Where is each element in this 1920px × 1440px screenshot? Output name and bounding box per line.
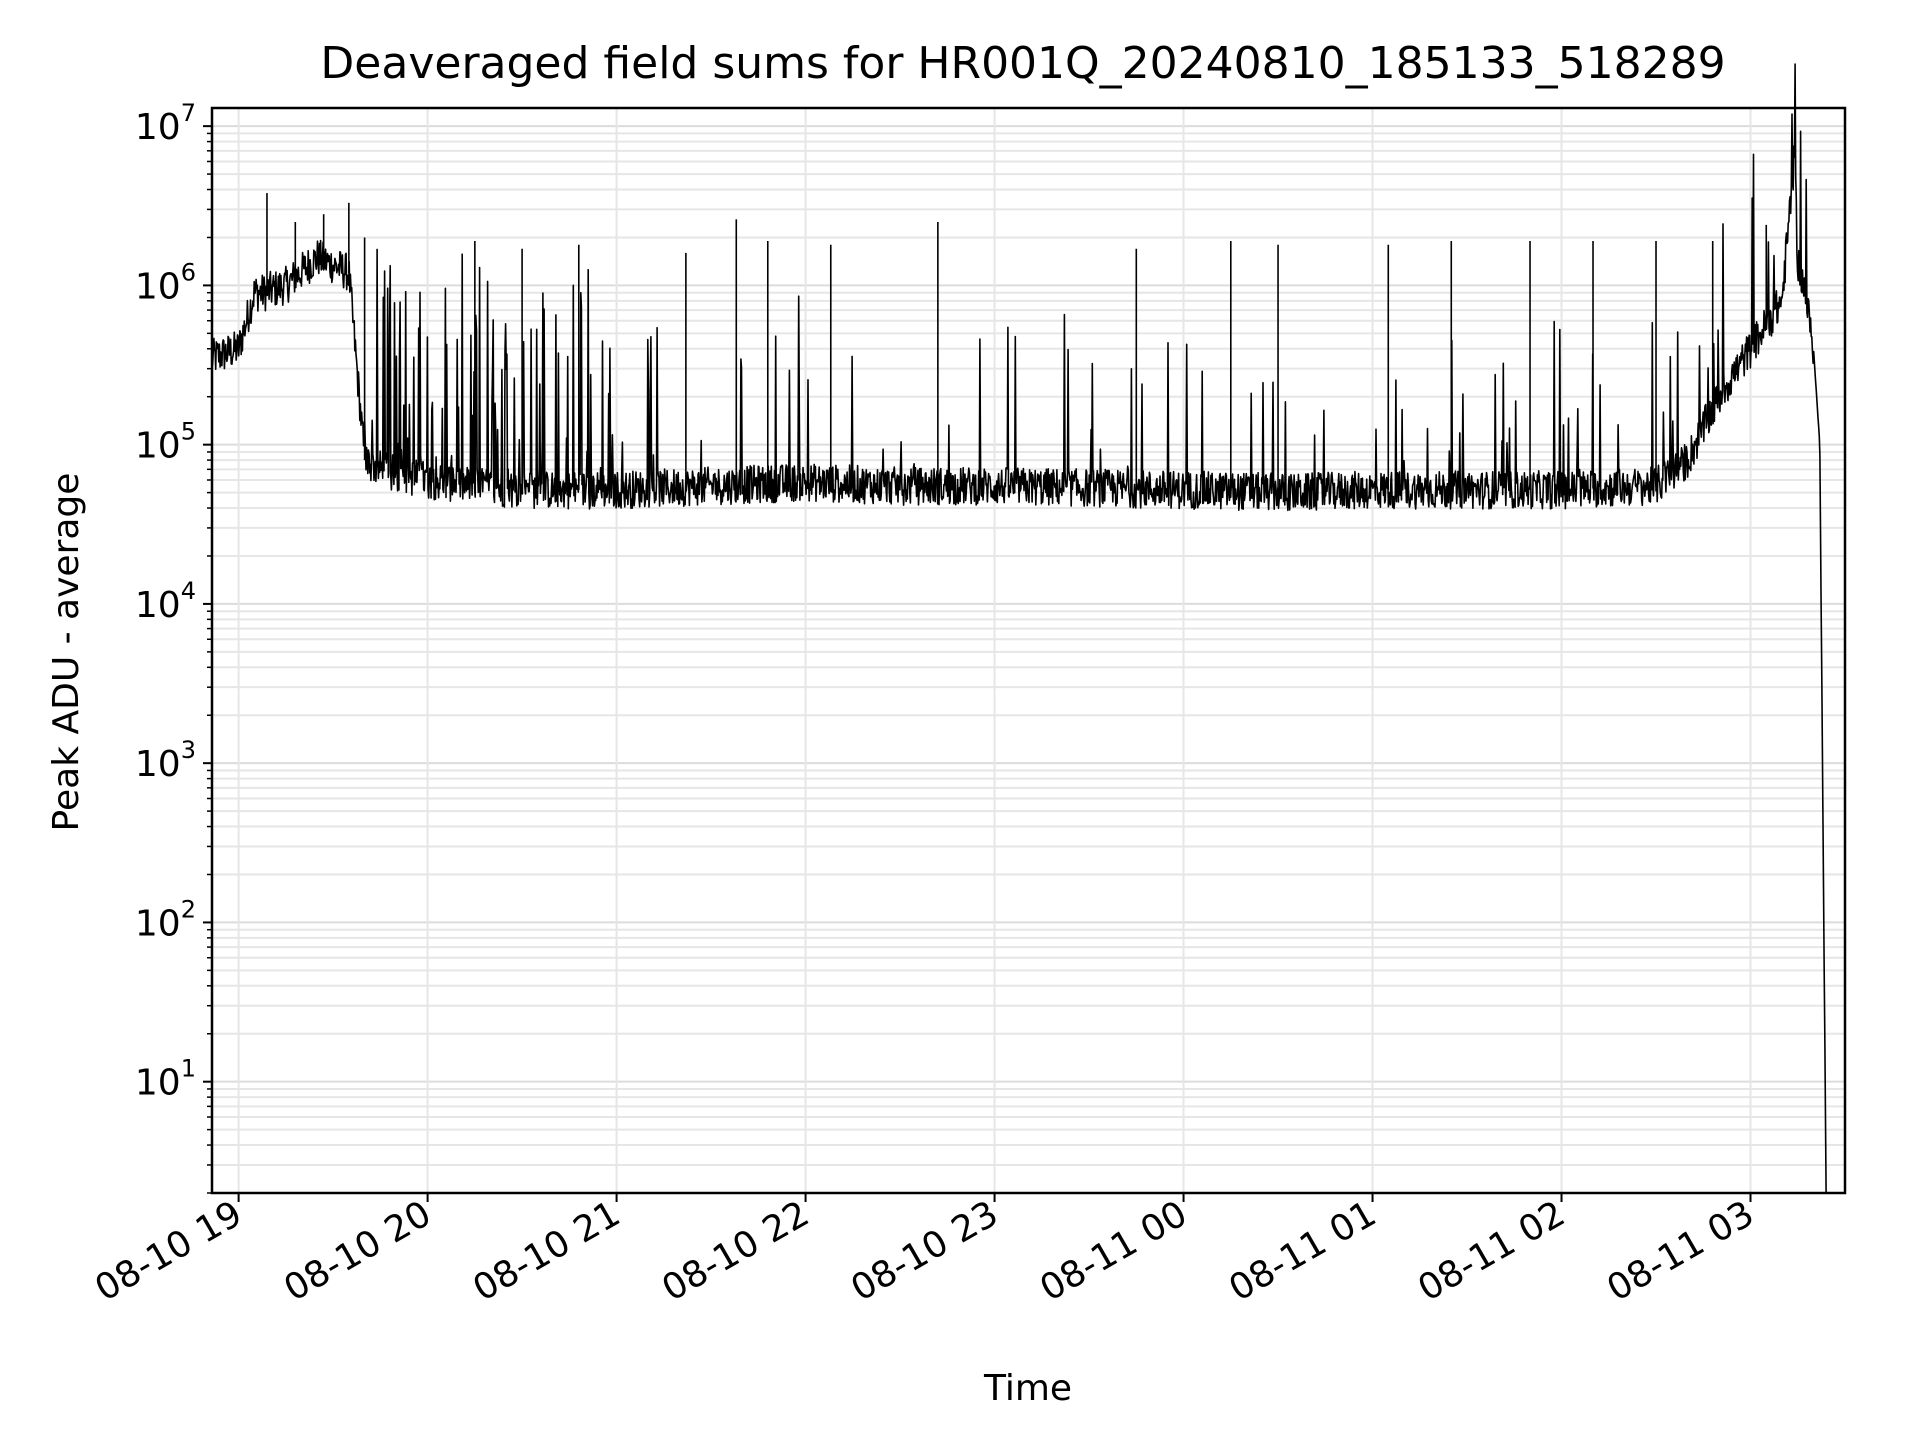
y-tick-label: 106	[135, 258, 196, 307]
y-tick-label: 103	[135, 736, 196, 785]
plot-frame	[210, 106, 1847, 1195]
y-tick-label: 104	[135, 577, 196, 626]
x-tick-label: 08-10 23	[844, 1193, 1005, 1309]
data-series	[211, 63, 1827, 1194]
x-axis-label: Time	[983, 1368, 1072, 1409]
x-tick-label: 08-11 03	[1600, 1193, 1761, 1309]
x-tick-label: 08-11 02	[1411, 1193, 1572, 1309]
series-line	[211, 63, 1827, 1194]
x-tick-label: 08-11 00	[1033, 1193, 1194, 1309]
y-tick-label: 105	[135, 418, 196, 467]
x-tick-label: 08-10 19	[88, 1193, 249, 1309]
x-tick-label: 08-10 21	[466, 1193, 627, 1309]
y-tick-label: 101	[135, 1055, 196, 1104]
chart-title: Deaveraged field sums for HR001Q_2024081…	[320, 38, 1725, 89]
x-tick-label: 08-10 20	[277, 1193, 438, 1309]
y-axis-label: Peak ADU - average	[46, 473, 87, 832]
x-tick-label: 08-11 01	[1222, 1193, 1383, 1309]
y-tick-label: 107	[135, 99, 196, 148]
grid	[212, 108, 1845, 1194]
x-tick-label: 08-10 22	[655, 1193, 816, 1309]
y-tick-label: 102	[135, 895, 196, 944]
